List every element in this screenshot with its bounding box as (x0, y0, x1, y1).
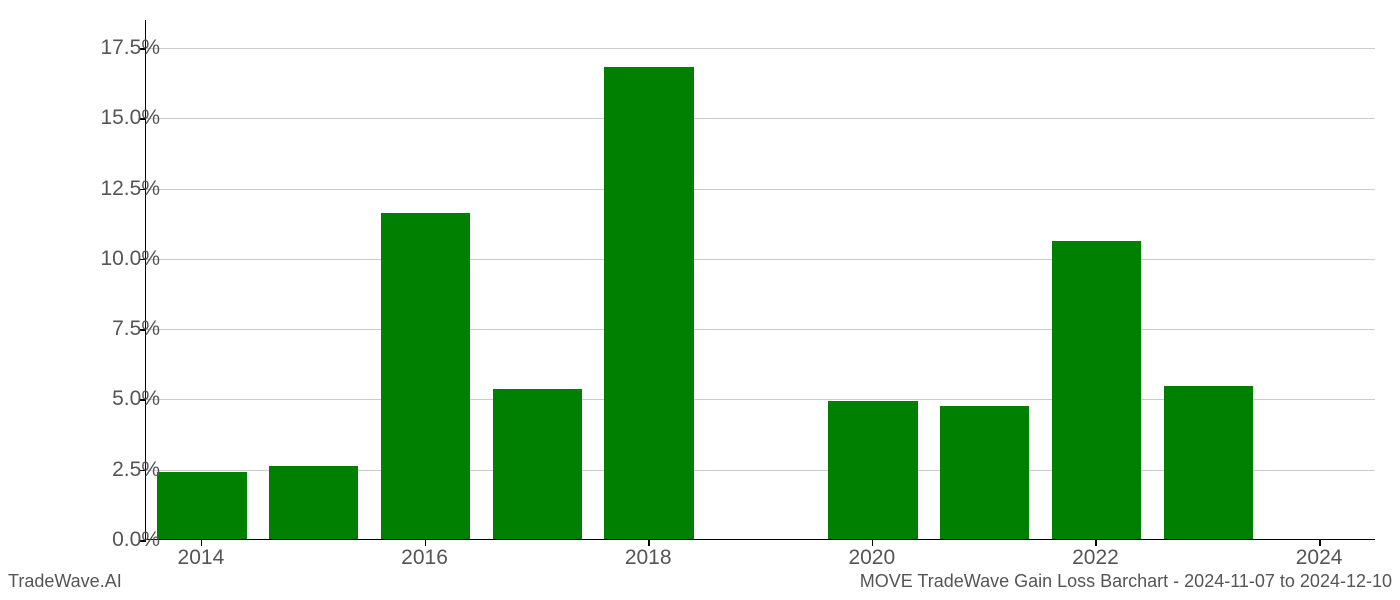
bar (493, 389, 582, 539)
x-tick-label: 2024 (1296, 546, 1343, 570)
bar (157, 472, 246, 539)
x-tick-label: 2022 (1072, 546, 1119, 570)
y-tick-label: 17.5% (100, 36, 160, 60)
bar (381, 213, 470, 539)
y-tick-label: 10.0% (100, 247, 160, 271)
footer-left-text: TradeWave.AI (8, 571, 122, 592)
y-tick-label: 0.0% (112, 528, 160, 552)
bar (1052, 241, 1141, 539)
bar (940, 406, 1029, 540)
grid-line (146, 118, 1375, 119)
y-tick-label: 12.5% (100, 177, 160, 201)
y-tick-label: 15.0% (100, 106, 160, 130)
x-tick-label: 2016 (401, 546, 448, 570)
x-tick-label: 2018 (625, 546, 672, 570)
y-tick-label: 5.0% (112, 387, 160, 411)
grid-line (146, 48, 1375, 49)
grid-line (146, 259, 1375, 260)
grid-line (146, 329, 1375, 330)
footer-right-text: MOVE TradeWave Gain Loss Barchart - 2024… (860, 571, 1392, 592)
plot-area (145, 20, 1375, 540)
bar (269, 466, 358, 539)
x-tick-label: 2020 (848, 546, 895, 570)
x-tick-label: 2014 (178, 546, 225, 570)
grid-line (146, 189, 1375, 190)
bar (1164, 386, 1253, 539)
y-tick-label: 2.5% (112, 458, 160, 482)
bar (604, 67, 693, 539)
bar (828, 401, 917, 539)
y-tick-label: 7.5% (112, 317, 160, 341)
chart-container (145, 20, 1375, 540)
